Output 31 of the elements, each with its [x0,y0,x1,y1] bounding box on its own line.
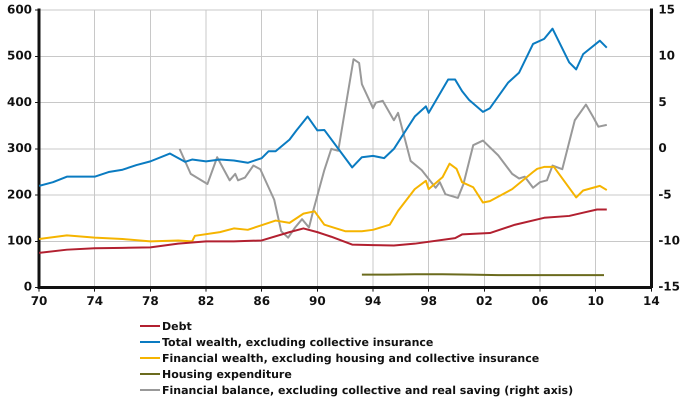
y-tick-label: 200 [6,187,32,202]
legend-label: Financial balance, excluding collective and real saving (right axis) [162,384,574,396]
x-tick-label: 82 [198,294,214,308]
legend-label: Debt [162,320,192,332]
x-tick-label: 78 [142,294,159,308]
y2-tick-label: 5 [658,94,667,109]
y-tick-label: 600 [6,2,32,16]
x-tick-label: 90 [309,294,326,308]
x-tick-label: 74 [86,294,104,308]
x-tick-label: 14 [642,294,660,308]
y-tick-label: 100 [6,233,32,248]
y2-tick-label: -15 [658,280,680,294]
y-tick-label: 400 [6,94,32,109]
x-tick-label: 06 [532,294,548,308]
y-tick-label: 0 [24,280,32,294]
x-tick-label: 94 [364,294,382,308]
x-tick-label: 98 [420,294,438,308]
y2-tick-label: -5 [658,187,672,202]
legend-label: Housing expenditure [162,368,292,380]
y-tick-label: 500 [6,48,32,63]
y2-tick-label: 0 [658,141,667,156]
y2-tick-label: -10 [658,233,680,248]
x-tick-label: 86 [253,294,270,308]
y2-tick-label: 15 [658,2,676,16]
y-tick-label: 300 [6,141,32,156]
legend-label: Financial wealth, excluding housing and collective insurance [162,352,540,364]
legend-label: Total wealth, excluding collective insurance [162,336,434,348]
x-tick-label: 02 [476,294,493,308]
y2-tick-label: 10 [658,48,676,63]
x-tick-label: 70 [30,294,48,308]
x-tick-label: 10 [587,294,604,308]
